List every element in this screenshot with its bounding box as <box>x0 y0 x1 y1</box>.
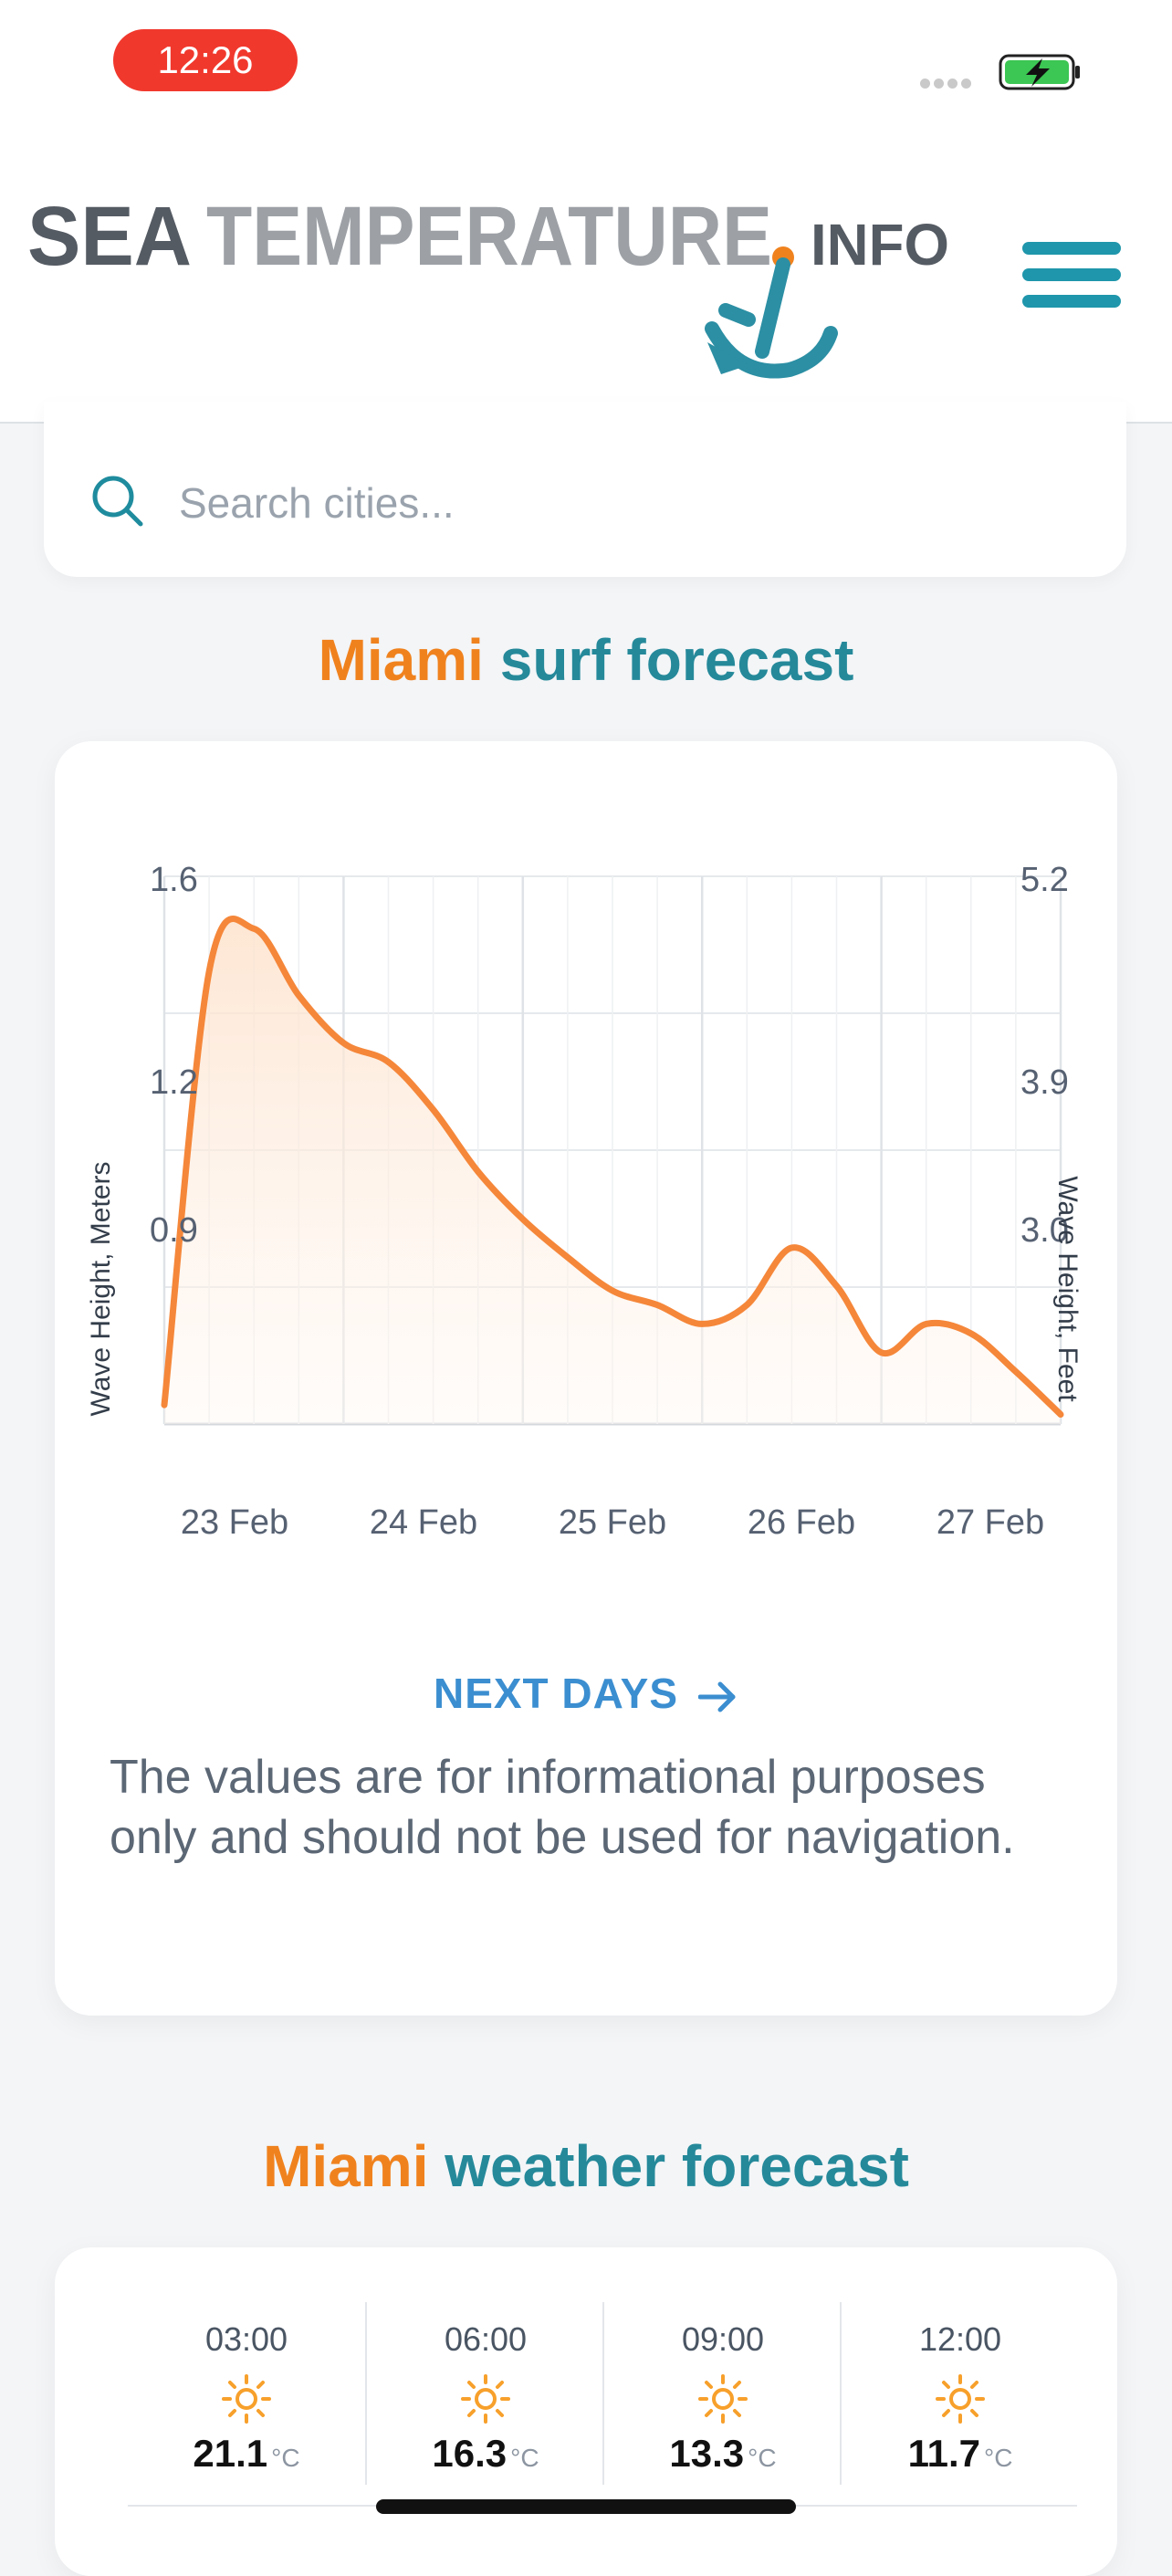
hour-temp-unit: °C <box>271 2444 300 2472</box>
hour-item[interactable]: 03:00 21.1 °C <box>128 2302 365 2485</box>
next-days-label: NEXT DAYS <box>433 1670 679 1717</box>
svg-text:INFO: INFO <box>811 212 949 277</box>
surf-chart: 1.6 1.2 0.9 5.2 3.9 3.0 23 Feb 24 Feb 25 Feb 26 F… <box>86 861 1083 1542</box>
weather-forecast-card: 03:00 21.1 °C 06:00 16.3 °C 09:00 13.3 °C 1… <box>55 2247 1117 2576</box>
surf-forecast-card: 1.6 1.2 0.9 5.2 3.9 3.0 23 Feb 24 Feb 25 Feb 26 F… <box>55 741 1117 2016</box>
hour-time: 03:00 <box>204 2320 288 2358</box>
status-bar: 12:26 <box>0 0 1172 128</box>
hour-temp: 16.3 <box>432 2432 508 2475</box>
surf-section-title: Miami surf forecast <box>0 626 1172 694</box>
hour-temp: 11.7 <box>907 2432 980 2475</box>
site-header: SEA TEMPERATURE INFO <box>0 128 1172 424</box>
hour-time: 06:00 <box>444 2320 528 2358</box>
hour-temp-unit: °C <box>510 2444 539 2472</box>
hour-item[interactable]: 12:00 11.7 °C <box>840 2302 1079 2485</box>
hamburger-menu-icon[interactable] <box>1022 242 1121 308</box>
search-icon[interactable] <box>91 475 144 528</box>
x-tick-label: 23 Feb <box>181 1503 288 1542</box>
weather-section-title: Miami weather forecast <box>0 2132 1172 2200</box>
signal-icon <box>920 77 982 89</box>
sun-icon <box>461 2374 510 2424</box>
site-logo[interactable]: SEA TEMPERATURE INFO <box>27 183 958 420</box>
hour-temp: 21.1 <box>193 2432 268 2475</box>
weather-title-city: Miami <box>263 2133 429 2199</box>
wave-area-fill <box>164 918 1061 1424</box>
surf-title-city: Miami <box>318 627 484 693</box>
hour-item[interactable]: 09:00 13.3 °C <box>602 2302 842 2485</box>
hour-time: 09:00 <box>681 2320 765 2358</box>
sun-icon <box>222 2374 271 2424</box>
y-left-tick-label: 1.6 <box>150 861 198 899</box>
search-input[interactable] <box>177 466 1057 540</box>
x-tick-label: 27 Feb <box>937 1503 1044 1542</box>
svg-text:TEMPERATURE: TEMPERATURE <box>206 190 772 283</box>
y-right-tick-label: 3.0 <box>1020 1211 1069 1250</box>
x-tick-label: 25 Feb <box>559 1503 666 1542</box>
y-axis-right-title: Wave Height, Feet <box>1052 1176 1083 1402</box>
status-time: 12:26 <box>113 29 298 91</box>
y-left-tick-label: 1.2 <box>150 1063 198 1102</box>
battery-charging-icon <box>999 54 1080 90</box>
y-right-tick-label: 3.9 <box>1020 1063 1069 1102</box>
weather-title-rest: weather forecast <box>428 2133 909 2199</box>
hourly-forecast-row: 03:00 21.1 °C 06:00 16.3 °C 09:00 13.3 °C 1… <box>128 2302 1077 2503</box>
surf-title-rest: surf forecast <box>483 627 854 693</box>
arrow-right-icon <box>698 1681 736 1712</box>
disclaimer-text: The values are for informational purpose… <box>110 1751 1015 1864</box>
x-tick-label: 26 Feb <box>748 1503 855 1542</box>
sun-icon <box>698 2374 748 2424</box>
hour-time: 12:00 <box>918 2320 1002 2358</box>
wave-series-line <box>161 916 1064 1419</box>
y-left-tick-label: 0.9 <box>150 1211 198 1250</box>
x-tick-label: 24 Feb <box>370 1503 477 1542</box>
hour-item[interactable]: 06:00 16.3 °C <box>365 2302 604 2485</box>
next-days-link[interactable]: NEXT DAYS <box>55 1669 1117 1718</box>
svg-text:SEA: SEA <box>27 190 192 283</box>
sun-icon <box>936 2374 985 2424</box>
hour-temp: 13.3 <box>669 2432 745 2475</box>
hour-temp-unit: °C <box>984 2444 1013 2472</box>
y-axis-left-title: Wave Height, Meters <box>86 1162 116 1417</box>
hour-temp-unit: °C <box>748 2444 777 2472</box>
home-indicator <box>376 2499 796 2514</box>
search-bar <box>44 402 1126 577</box>
y-right-tick-label: 5.2 <box>1020 861 1069 899</box>
